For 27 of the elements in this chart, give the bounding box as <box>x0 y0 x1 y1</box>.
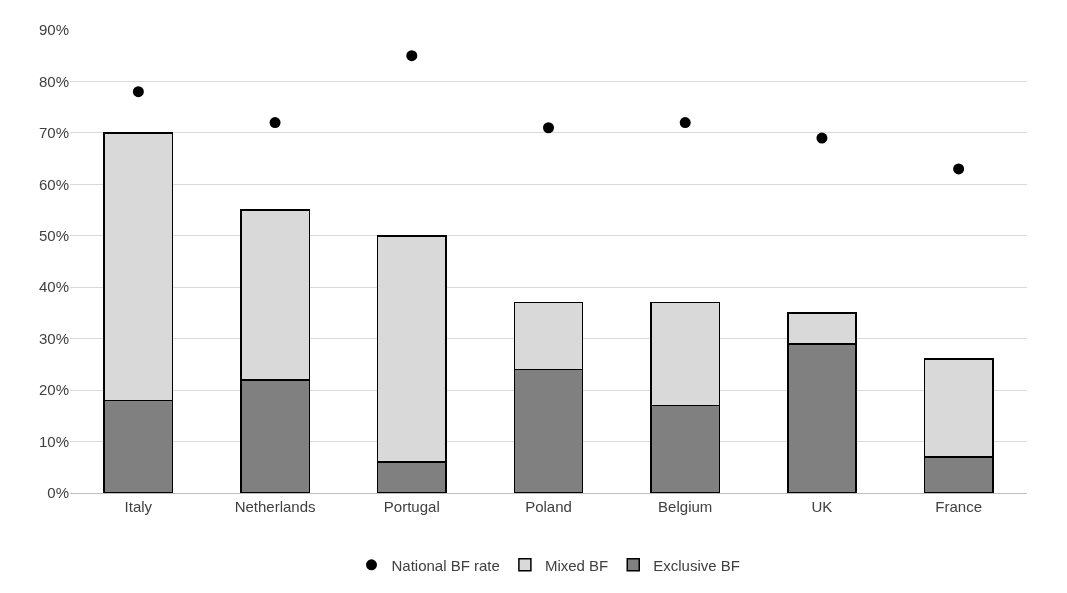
x-tick-label: UK <box>811 498 833 515</box>
point <box>953 163 965 175</box>
point <box>816 132 828 144</box>
point <box>679 117 691 129</box>
point <box>406 50 418 62</box>
y-tick-label: 80% <box>38 72 69 90</box>
legend-label: National BF rate <box>391 556 500 574</box>
x-tick-label: Netherlands <box>234 498 316 515</box>
y-tick-label: 40% <box>38 278 69 296</box>
y-tick-label: 50% <box>38 227 69 245</box>
y-tick-label: 70% <box>38 124 69 142</box>
x-tick-label: Poland <box>525 498 572 515</box>
legend-label: Exclusive BF <box>653 556 740 574</box>
y-tick-label: 20% <box>38 381 69 399</box>
y-tick-label: 0% <box>47 484 69 502</box>
x-tick-label: France <box>935 498 982 515</box>
y-tick-label: 30% <box>38 329 69 347</box>
y-tick-label: 90% <box>38 21 69 39</box>
x-tick-label: Portugal <box>383 498 440 515</box>
x-tick-label: Belgium <box>658 498 713 515</box>
x-tick-label: Italy <box>124 498 153 515</box>
legend-label: Mixed BF <box>544 556 609 574</box>
point <box>269 117 281 129</box>
point <box>543 122 554 134</box>
y-tick-label: 60% <box>38 175 69 193</box>
point <box>132 86 144 98</box>
y-tick-label: 10% <box>38 432 69 450</box>
